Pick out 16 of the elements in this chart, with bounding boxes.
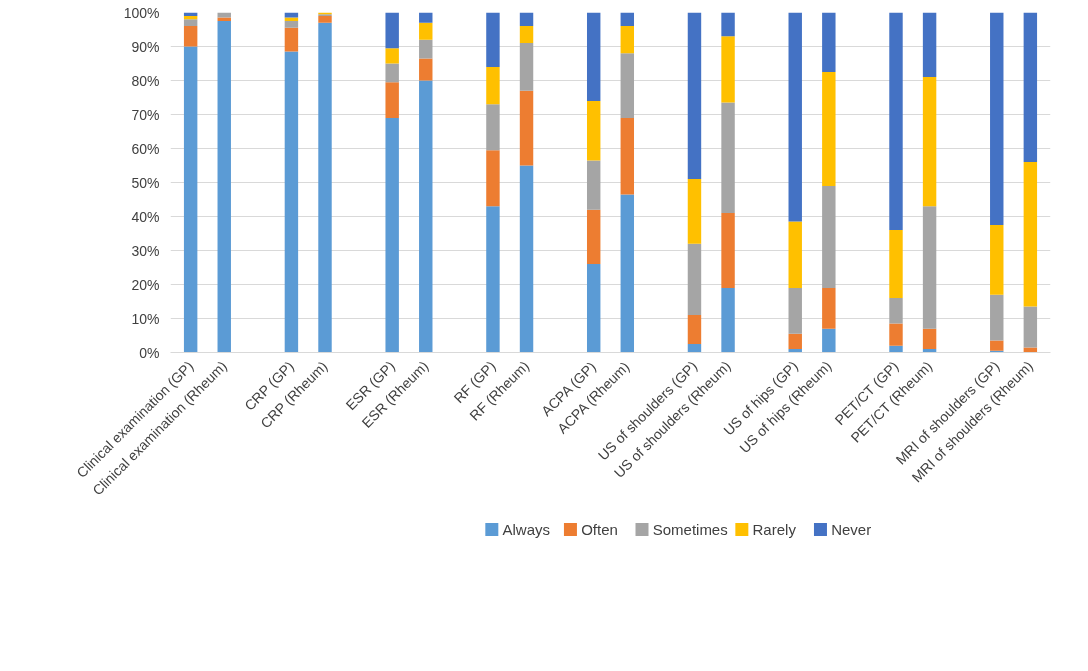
y-tick-label: 30%: [131, 242, 160, 259]
y-tick-label: 100%: [123, 4, 160, 21]
legend-label: Always: [502, 521, 551, 538]
y-tick-label: 0%: [139, 344, 160, 361]
legend-label: Never: [831, 521, 872, 538]
y-tick-label: 10%: [131, 310, 160, 327]
y-tick-label: 70%: [131, 106, 160, 123]
legend-label: Rarely: [752, 521, 797, 538]
y-tick-label: 90%: [131, 38, 160, 55]
y-tick-label: 50%: [131, 174, 160, 191]
y-tick-label: 60%: [131, 140, 160, 157]
y-tick-label: 40%: [131, 208, 160, 225]
y-tick-label: 20%: [131, 276, 160, 293]
legend-label: Often: [581, 521, 618, 538]
y-tick-label: 80%: [131, 72, 160, 89]
legend-label: Sometimes: [652, 521, 728, 538]
